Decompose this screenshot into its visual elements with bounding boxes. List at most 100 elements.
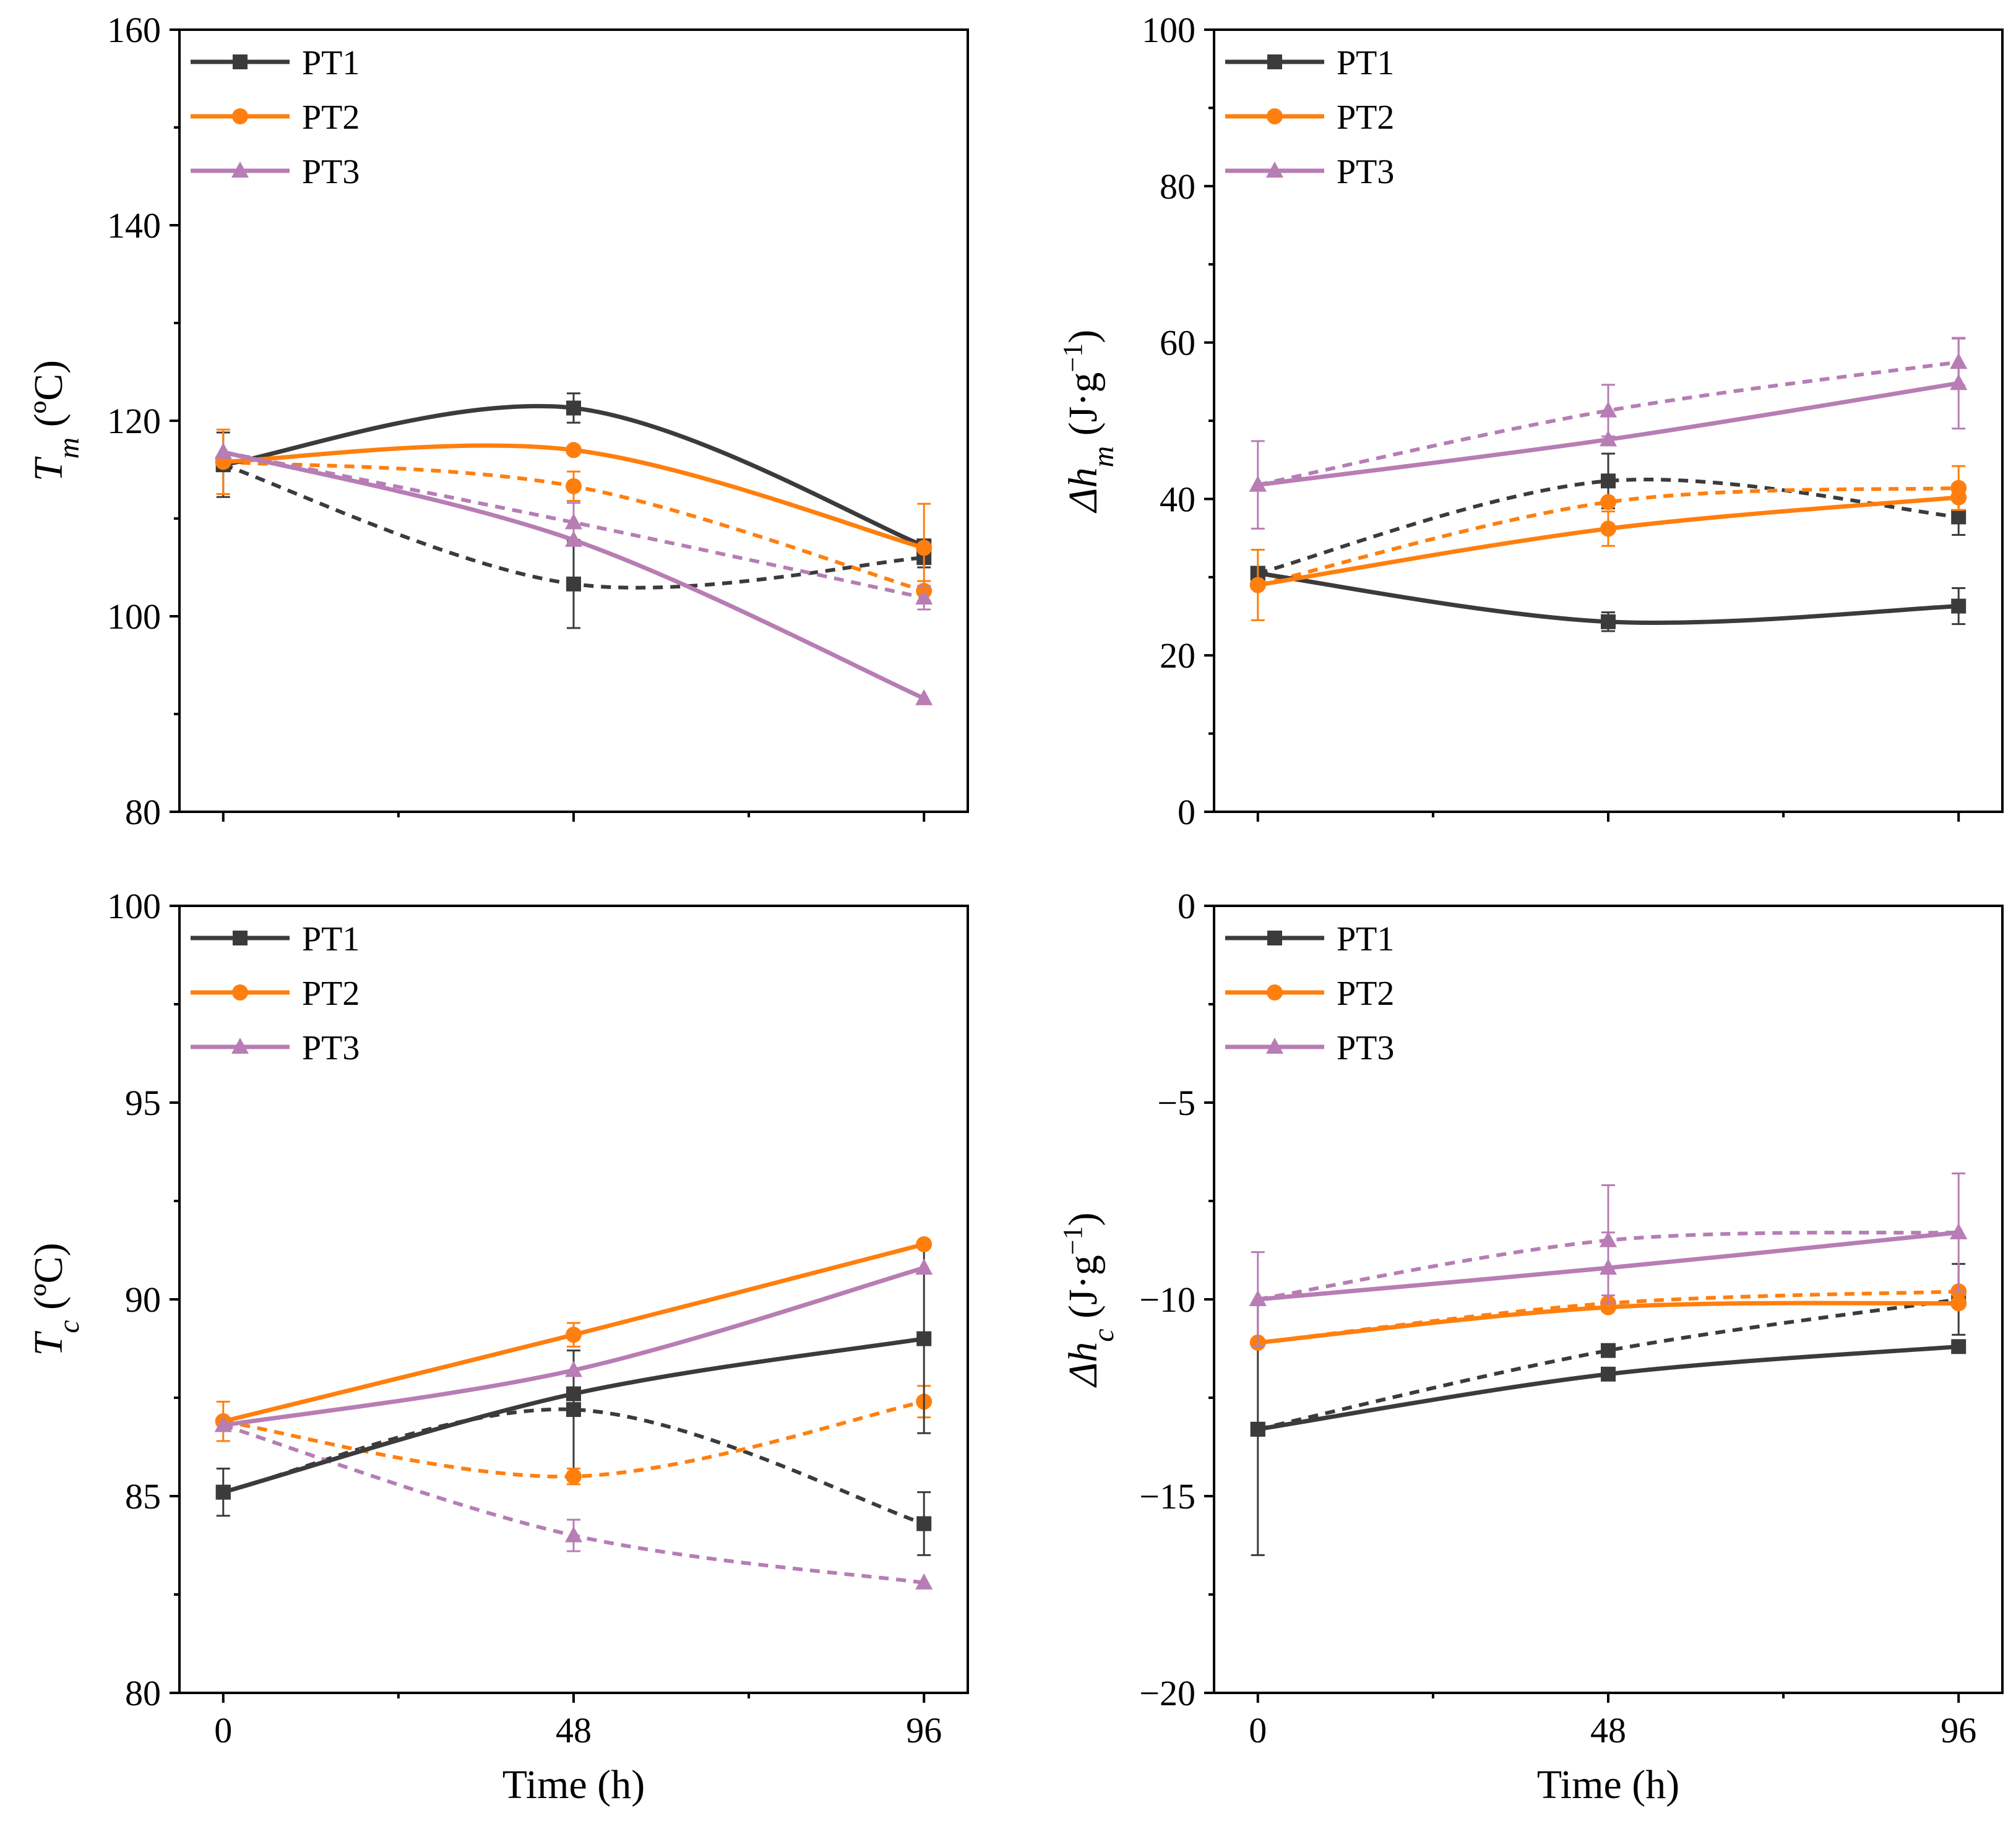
data-point-pt1 [566, 1402, 581, 1418]
y-tick-label: 0 [1178, 792, 1195, 832]
data-point-pt3 [1249, 475, 1267, 492]
legend: PT1 PT2 PT3 [1225, 920, 1394, 1067]
legend-marker-pt3 [1266, 1038, 1283, 1054]
series-line-pt1-dashed [1257, 1298, 1959, 1431]
legend-label-pt2: PT2 [302, 975, 360, 1013]
y-tick-label: −20 [1139, 1673, 1195, 1713]
y-tick-label: 80 [125, 1673, 161, 1713]
data-point-pt3 [1600, 401, 1617, 418]
data-point-pt1 [215, 1484, 231, 1500]
data-point-pt2 [566, 1468, 582, 1485]
data-point-pt3 [915, 588, 933, 605]
data-point-pt3 [214, 442, 232, 459]
y-tick-label: −10 [1139, 1280, 1195, 1320]
data-point-pt1 [1601, 1343, 1616, 1358]
data-point-pt3 [1950, 1223, 1968, 1239]
data-point-pt1 [1601, 614, 1616, 629]
data-point-pt1 [1601, 1366, 1616, 1382]
legend-marker-pt2 [1267, 984, 1283, 1001]
y-tick-label: 100 [107, 886, 161, 926]
data-point-pt3 [915, 689, 933, 705]
y-tick-label: 95 [125, 1083, 161, 1123]
legend-label-pt2: PT2 [1337, 98, 1394, 137]
y-tick-label: −5 [1157, 1083, 1195, 1123]
data-point-pt2 [1950, 489, 1967, 506]
x-tick-label: 0 [214, 1710, 232, 1750]
y-tick-label: 140 [107, 205, 161, 246]
y-axis-label: Tc (ºC) [26, 1243, 85, 1356]
data-point-pt2 [916, 1236, 933, 1252]
data-point-pt3 [1950, 374, 1968, 390]
y-tick-label: 160 [107, 10, 161, 50]
data-point-pt3 [1249, 1290, 1267, 1306]
legend: PT1 PT2 PT3 [191, 44, 360, 191]
chart-panel-dhm: 0 20 40 60 80 100 Δhm (J·g−1) PT1 PT2 PT3 [1058, 10, 2004, 832]
y-tick-label: 100 [1142, 10, 1195, 50]
x-axis-label: Time (h) [502, 1762, 645, 1807]
y-tick-label: 120 [107, 401, 161, 441]
data-point-pt2 [1249, 577, 1266, 593]
x-tick-label: 48 [1590, 1710, 1626, 1750]
x-tick-label: 48 [556, 1710, 592, 1750]
legend-label-pt2: PT2 [302, 98, 360, 137]
x-tick-label: 0 [1249, 1710, 1267, 1750]
y-tick-label: 40 [1160, 479, 1195, 519]
y-tick-label: 20 [1160, 635, 1195, 676]
data-point-pt2 [566, 1327, 582, 1343]
legend: PT1 PT2 PT3 [1225, 44, 1394, 191]
data-point-pt1 [566, 400, 581, 416]
data-point-pt1 [1250, 1421, 1265, 1437]
y-tick-label: 85 [125, 1476, 161, 1517]
legend-label-pt1: PT1 [302, 44, 360, 82]
legend-label-pt3: PT3 [1337, 1029, 1394, 1067]
data-point-pt1 [1601, 473, 1616, 489]
legend-label-pt3: PT3 [1337, 153, 1394, 191]
data-point-pt1 [1951, 598, 1966, 614]
legend-marker-pt1 [233, 931, 248, 945]
x-tick-label: 96 [906, 1710, 942, 1750]
x-axis-label: Time (h) [1537, 1762, 1679, 1807]
y-tick-label: 80 [125, 792, 161, 832]
legend-label-pt2: PT2 [1337, 975, 1394, 1013]
y-axis-label: Δhm (J·g−1) [1058, 330, 1120, 514]
y-tick-label: 100 [107, 596, 161, 637]
legend-label-pt1: PT1 [302, 920, 360, 958]
data-point-pt2 [566, 478, 582, 494]
y-tick-label: 60 [1160, 323, 1195, 363]
legend-marker-pt3 [1266, 161, 1283, 178]
data-point-pt1 [566, 1386, 581, 1401]
legend-label-pt1: PT1 [1337, 44, 1394, 82]
y-tick-label: −15 [1139, 1476, 1195, 1517]
data-point-pt1 [1951, 1339, 1966, 1354]
legend-label-pt3: PT3 [302, 1029, 360, 1067]
plot-area [214, 1236, 933, 1590]
data-point-pt1 [916, 1331, 932, 1346]
legend: PT1 PT2 PT3 [191, 920, 360, 1067]
data-point-pt1 [566, 576, 581, 592]
chart-panel-tm: 80 100 120 140 160 Tm (ºC) PT1 PT2 PT3 [26, 10, 969, 832]
data-point-pt2 [1950, 1295, 1967, 1312]
data-point-pt3 [565, 1526, 582, 1543]
y-axis-label: Tm (ºC) [26, 360, 85, 481]
data-point-pt3 [214, 1416, 232, 1432]
data-point-pt3 [915, 1573, 933, 1590]
y-tick-label: 80 [1160, 166, 1195, 207]
legend-marker-pt2 [232, 108, 248, 124]
legend-marker-pt3 [231, 1038, 249, 1054]
data-point-pt3 [915, 1259, 933, 1275]
x-tick-label: 96 [1941, 1710, 1976, 1750]
y-axis-label: Δhc (J·g−1) [1058, 1212, 1120, 1388]
legend-marker-pt1 [1267, 54, 1282, 69]
data-point-pt1 [916, 1516, 932, 1531]
chart-panel-dhc: −20 −15 −10 −5 0 0 48 96 Time (h) Δhc (J·g−1) PT1P… [1058, 886, 2004, 1807]
chart-panel-tc: 80 85 90 95 100 0 48 96 Time (h) Tc (ºC) PT1 PT2 PT3 [26, 886, 969, 1807]
legend-marker-pt2 [232, 984, 248, 1001]
data-point-pt2 [916, 540, 933, 556]
data-point-pt3 [565, 513, 582, 530]
legend-marker-pt2 [1267, 108, 1283, 124]
legend-label-pt3: PT3 [302, 153, 360, 191]
data-point-pt3 [565, 1361, 582, 1377]
data-point-pt2 [1600, 494, 1616, 510]
y-tick-label: 0 [1178, 886, 1195, 926]
